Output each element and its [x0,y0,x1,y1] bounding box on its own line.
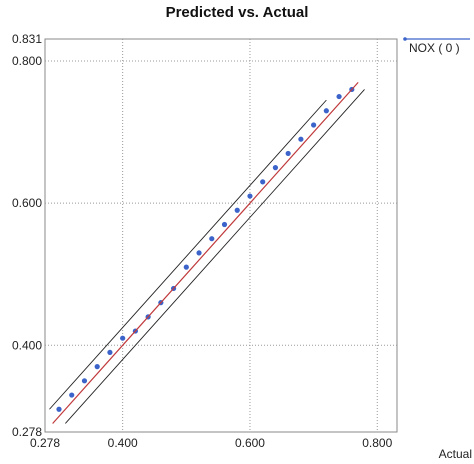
data-point [323,108,329,114]
data-point [272,165,279,171]
bound-line [49,99,327,410]
chart-title: Predicted vs. Actual [166,4,309,21]
data-point [221,221,228,228]
y-tick-label: 0.831 [12,32,42,46]
plot-area [44,38,398,433]
x-tick-label: 0.600 [235,436,265,450]
y-tick-label: 0.278 [12,425,42,439]
data-point [285,150,291,157]
data-point [311,122,317,128]
data-point [209,236,215,242]
x-tick-label: 0.800 [362,436,392,450]
data-point [298,136,304,142]
data-point [81,378,88,384]
data-point [183,264,189,270]
data-point [120,335,126,341]
data-point [247,193,253,199]
data-point [107,349,113,356]
data-point [69,392,75,398]
data-point [56,406,62,412]
x-tick-label: 0.400 [108,436,138,450]
data-point [260,179,266,185]
fit-line [52,81,359,424]
data-point [234,207,240,213]
x-axis-label: Actual [439,447,472,461]
y-tick-label: 0.800 [12,54,42,68]
reference-lines [49,81,365,424]
x-tick-labels: 0.278 0.400 0.600 0.800 [30,436,393,450]
gridlines [45,39,397,432]
legend-marker [403,37,407,41]
y-tick-labels: 0.278 0.400 0.600 0.800 0.831 [12,32,42,439]
data-point [94,364,100,370]
y-tick-label: 0.400 [12,338,42,352]
legend-label: NOX ( 0 ) [409,41,460,55]
data-point [336,93,342,100]
y-tick-label: 0.600 [12,196,42,210]
x-tick-label: 0.278 [30,436,60,450]
bound-line [65,89,365,424]
data-point [196,250,202,256]
